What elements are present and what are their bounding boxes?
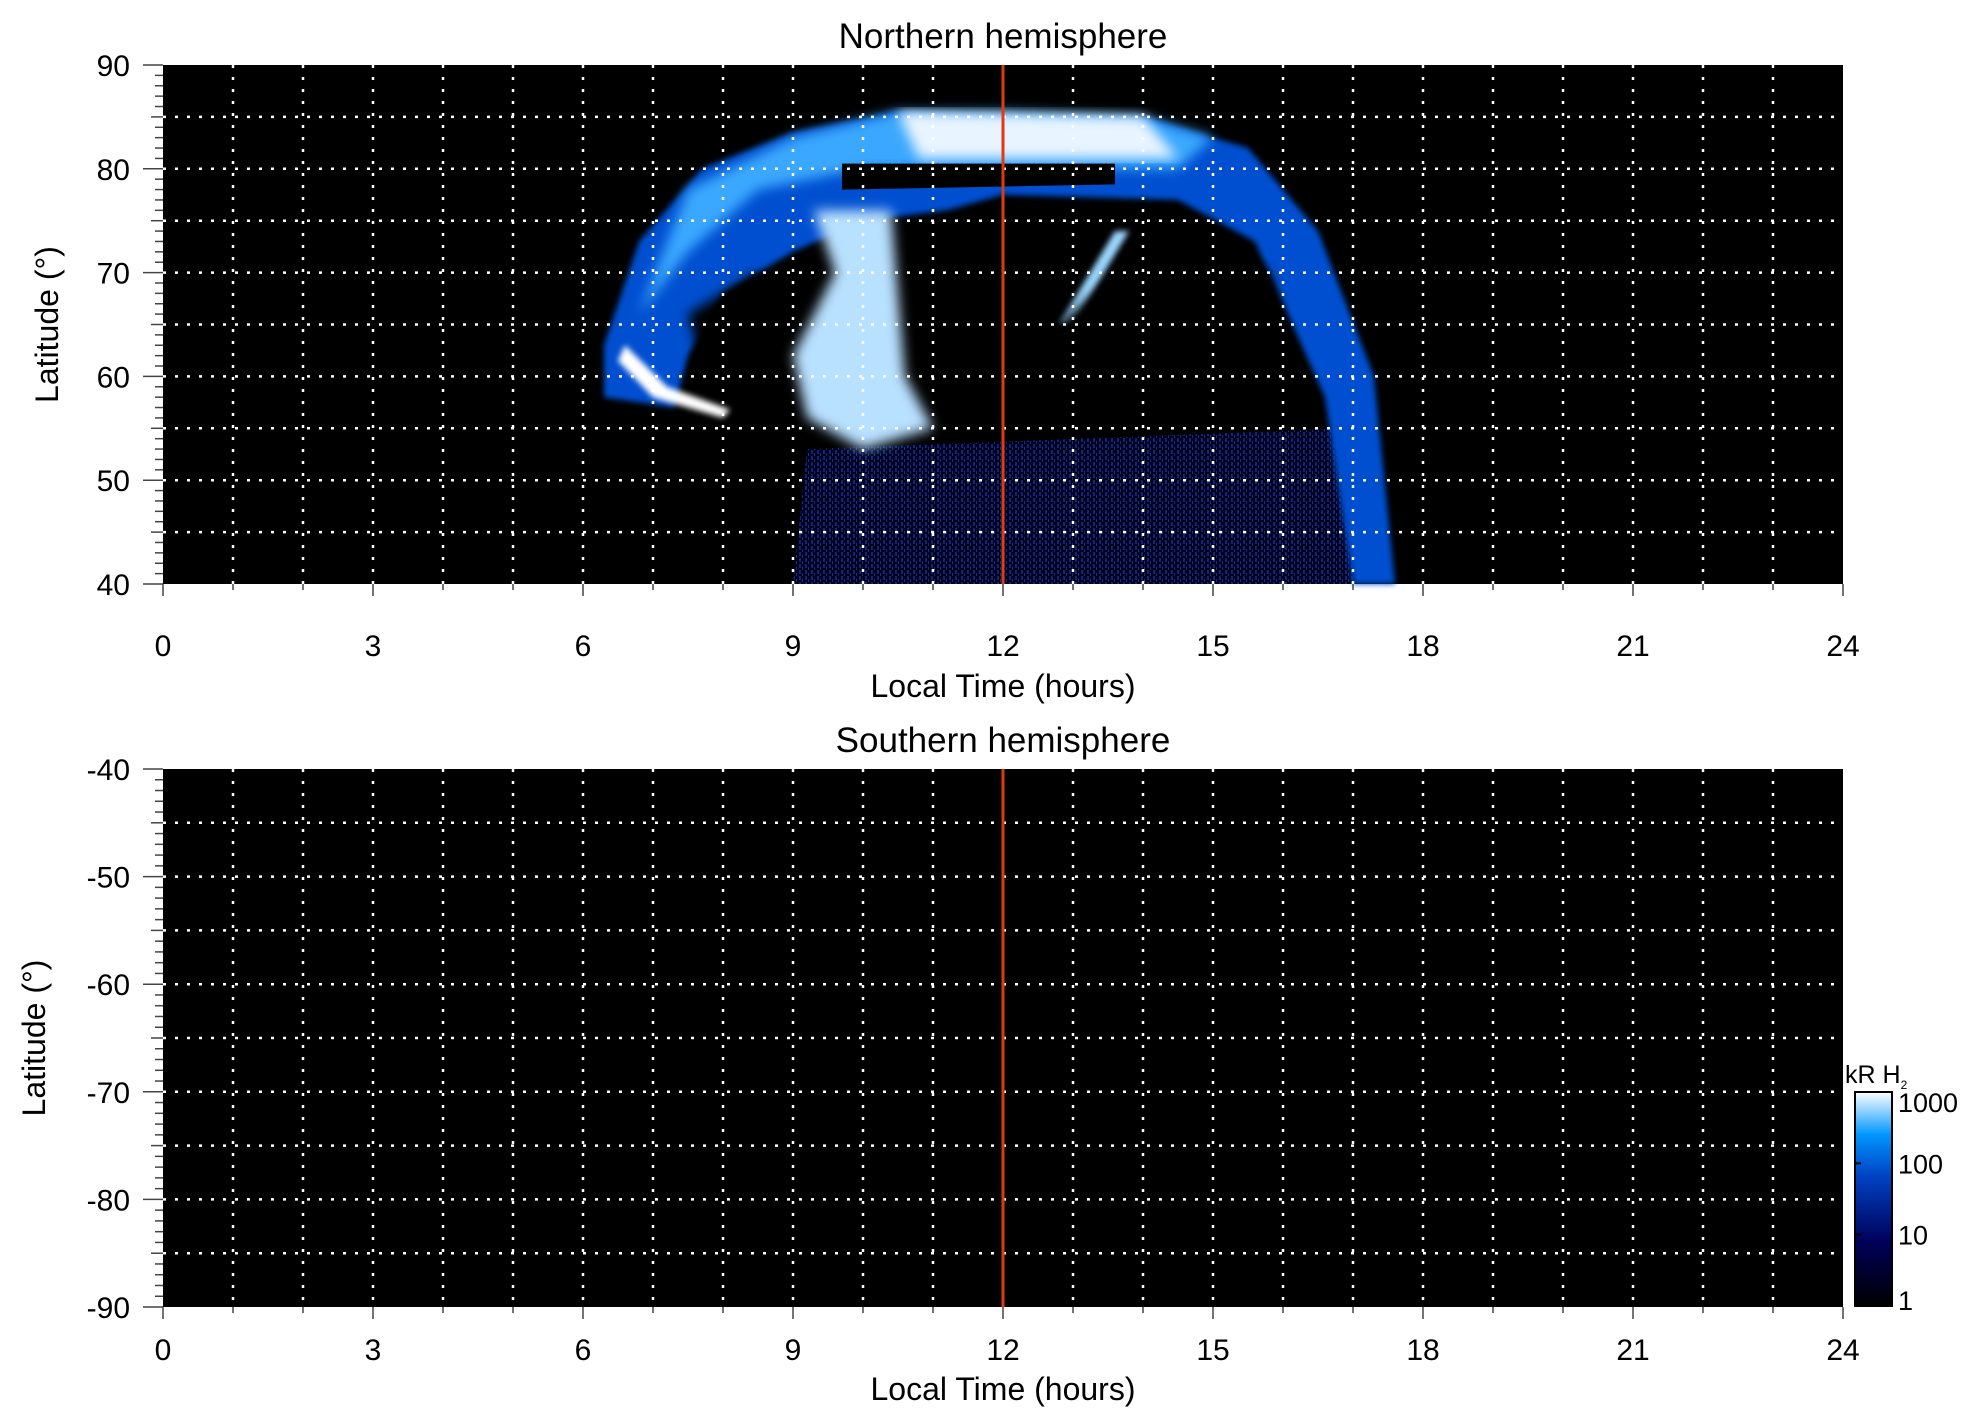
dark-region xyxy=(688,272,793,398)
y-tick-label: 50 xyxy=(97,465,130,498)
colorbar-tick-label: 10 xyxy=(1898,1221,1928,1251)
x-tick-label: 6 xyxy=(575,1334,592,1367)
x-tick-label: 12 xyxy=(986,630,1019,663)
x-axis-label: Local Time (hours) xyxy=(871,668,1136,704)
x-tick-label: 24 xyxy=(1826,1334,1859,1367)
x-tick-label: 18 xyxy=(1406,1334,1439,1367)
y-tick-label: -40 xyxy=(87,754,130,787)
colorbar: kR H2 1 10 100 1000 xyxy=(1845,1061,1958,1316)
y-tick-label: -70 xyxy=(87,1077,130,1110)
y-tick-label: 40 xyxy=(97,569,130,602)
axis-ticks xyxy=(143,64,1844,596)
y-tick-label: 90 xyxy=(97,50,130,83)
x-axis-label: Local Time (hours) xyxy=(871,1371,1136,1407)
panel-southern: 0 3 6 9 12 15 18 21 24 -40 -50 -60 -70 -80 -90 Southern… xyxy=(16,721,1860,1407)
chart-title: Southern hemisphere xyxy=(836,721,1171,760)
y-tick-label: -90 xyxy=(87,1292,130,1325)
y-tick-label: 80 xyxy=(97,154,130,187)
x-tick-label: 0 xyxy=(155,630,172,663)
x-tick-label: 9 xyxy=(785,1334,802,1367)
y-axis-label: Latitude (°) xyxy=(29,246,65,403)
x-tick-label: 21 xyxy=(1616,1334,1649,1367)
data-gap xyxy=(842,163,1115,190)
y-tick-label: -60 xyxy=(87,969,130,1002)
auroral-oval xyxy=(604,111,1395,584)
y-tick-label: -80 xyxy=(87,1184,130,1217)
x-tick-label: 18 xyxy=(1406,630,1439,663)
x-tick-label: 0 xyxy=(155,1334,172,1367)
colorbar-tick-label: 1 xyxy=(1898,1286,1913,1316)
arc-postnoon xyxy=(1059,231,1129,325)
dayside-peak xyxy=(898,111,1178,159)
colorbar-label: kR H2 xyxy=(1845,1061,1908,1092)
x-tick-label: 3 xyxy=(365,630,382,663)
axis-ticks xyxy=(143,768,1844,1319)
panel-northern: 0 3 6 9 12 15 18 21 24 40 50 60 70 80 90 Northern hemis… xyxy=(29,17,1860,704)
x-tick-label: 3 xyxy=(365,1334,382,1367)
arc-dawn xyxy=(618,345,730,418)
y-tick-label: -50 xyxy=(87,862,130,895)
colorbar-gradient xyxy=(1854,1091,1893,1307)
chart-title: Northern hemisphere xyxy=(839,17,1168,56)
x-tick-label: 6 xyxy=(575,630,592,663)
x-tick-label: 24 xyxy=(1826,630,1859,663)
y-tick-label: 70 xyxy=(97,258,130,291)
bright-band xyxy=(639,111,1213,315)
x-tick-label: 21 xyxy=(1616,630,1649,663)
colorbar-tick-label: 100 xyxy=(1898,1149,1943,1179)
x-tick-label: 12 xyxy=(986,1334,1019,1367)
x-tick-label: 9 xyxy=(785,630,802,663)
x-tick-label: 15 xyxy=(1196,1334,1229,1367)
y-axis-label: Latitude (°) xyxy=(16,960,52,1117)
colorbar-tick-label: 1000 xyxy=(1898,1088,1958,1118)
y-tick-label: 60 xyxy=(97,361,130,394)
x-tick-label: 15 xyxy=(1196,630,1229,663)
